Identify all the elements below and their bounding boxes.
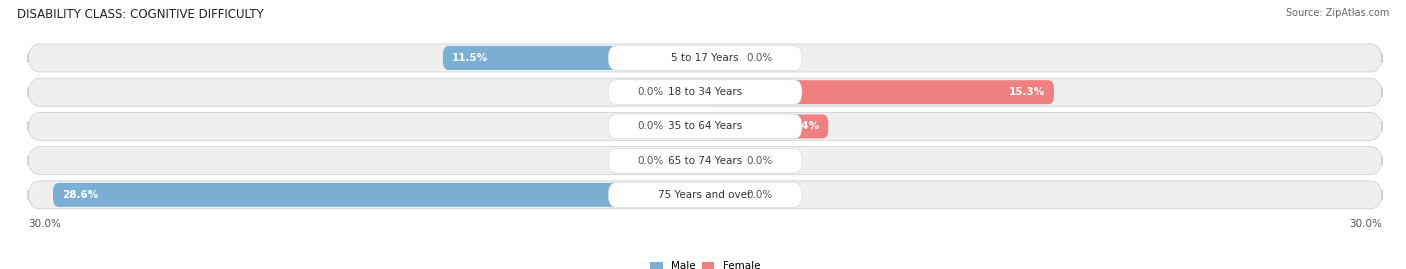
FancyBboxPatch shape <box>609 114 801 139</box>
FancyBboxPatch shape <box>28 78 1382 106</box>
Text: 0.0%: 0.0% <box>638 156 664 166</box>
FancyBboxPatch shape <box>706 149 740 173</box>
FancyBboxPatch shape <box>706 183 740 207</box>
Legend: Male, Female: Male, Female <box>645 257 765 269</box>
Text: Source: ZipAtlas.com: Source: ZipAtlas.com <box>1285 8 1389 18</box>
Text: 0.0%: 0.0% <box>747 156 772 166</box>
FancyBboxPatch shape <box>28 112 1382 140</box>
FancyBboxPatch shape <box>28 147 1382 175</box>
FancyBboxPatch shape <box>706 80 1054 104</box>
Text: 18 to 34 Years: 18 to 34 Years <box>668 87 742 97</box>
Text: 11.5%: 11.5% <box>451 53 488 63</box>
Text: 30.0%: 30.0% <box>28 219 60 229</box>
Text: 15.3%: 15.3% <box>1008 87 1045 97</box>
FancyBboxPatch shape <box>609 46 801 70</box>
Text: 65 to 74 Years: 65 to 74 Years <box>668 156 742 166</box>
FancyBboxPatch shape <box>706 114 828 139</box>
FancyBboxPatch shape <box>443 46 706 70</box>
Text: 75 Years and over: 75 Years and over <box>658 190 752 200</box>
FancyBboxPatch shape <box>609 80 801 105</box>
FancyBboxPatch shape <box>706 46 740 70</box>
FancyBboxPatch shape <box>609 183 801 207</box>
FancyBboxPatch shape <box>28 44 1382 72</box>
FancyBboxPatch shape <box>671 114 706 139</box>
Text: 0.0%: 0.0% <box>638 87 664 97</box>
Text: 30.0%: 30.0% <box>1350 219 1382 229</box>
Text: DISABILITY CLASS: COGNITIVE DIFFICULTY: DISABILITY CLASS: COGNITIVE DIFFICULTY <box>17 8 263 21</box>
Text: 0.0%: 0.0% <box>747 53 772 63</box>
FancyBboxPatch shape <box>609 148 801 173</box>
Text: 35 to 64 Years: 35 to 64 Years <box>668 121 742 132</box>
FancyBboxPatch shape <box>671 149 706 173</box>
Text: 5 to 17 Years: 5 to 17 Years <box>671 53 740 63</box>
Text: 0.0%: 0.0% <box>747 190 772 200</box>
FancyBboxPatch shape <box>53 183 706 207</box>
Text: 28.6%: 28.6% <box>62 190 98 200</box>
FancyBboxPatch shape <box>28 181 1382 209</box>
Text: 0.0%: 0.0% <box>638 121 664 132</box>
Text: 5.4%: 5.4% <box>790 121 820 132</box>
FancyBboxPatch shape <box>671 80 706 104</box>
